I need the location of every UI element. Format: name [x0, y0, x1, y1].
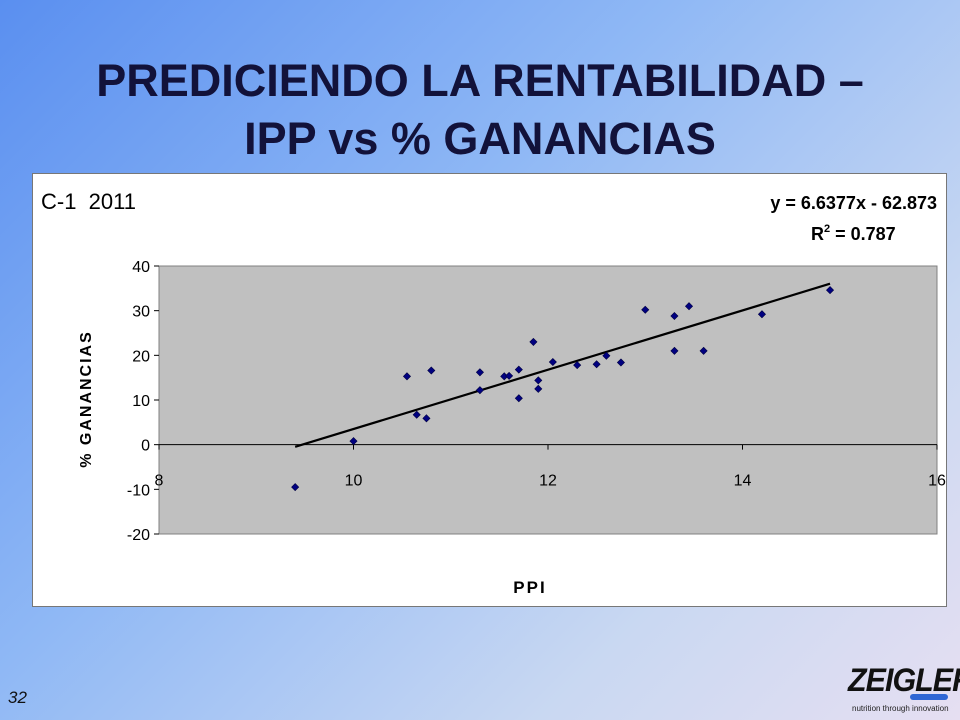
- zeigler-logo: ZEIGLER. nutrition through innovation: [848, 662, 960, 717]
- data-point: [616, 358, 625, 367]
- slide-title-line-2: IPP vs % GANANCIAS: [244, 113, 716, 164]
- data-point: [684, 302, 694, 311]
- data-point: [412, 410, 421, 419]
- data-point: [475, 386, 484, 395]
- data-point: [349, 437, 358, 446]
- trendline: [294, 282, 831, 448]
- data-point: [592, 360, 601, 369]
- chart-panel: C-1 2011 y = 6.6377x - 62.873 R2 = 0.787…: [32, 173, 947, 607]
- data-point: [514, 365, 523, 374]
- x-tick-label: 16: [928, 473, 946, 490]
- y-tick-label: -20: [127, 527, 150, 544]
- slide-title-line-1: PREDICIENDO LA RENTABILIDAD –: [96, 55, 864, 106]
- y-tick-label: 30: [132, 304, 150, 321]
- chart-title: C-1 2011: [41, 189, 136, 214]
- data-point: [475, 368, 484, 377]
- data-point: [699, 346, 708, 355]
- r-squared-exponent: 2: [824, 223, 830, 235]
- data-point: [757, 310, 766, 319]
- y-tick-label: -10: [127, 482, 150, 499]
- data-point: [573, 361, 582, 370]
- y-tick-label: 0: [141, 438, 150, 455]
- slide-title: PREDICIENDO LA RENTABILIDAD – IPP vs % G…: [0, 52, 960, 168]
- data-point: [422, 414, 431, 423]
- x-tick-label: 10: [345, 473, 363, 490]
- y-tick-label: 40: [132, 259, 150, 276]
- page-number: 32: [8, 688, 27, 707]
- regression-equation: y = 6.6377x - 62.873: [770, 193, 937, 213]
- data-point: [291, 483, 300, 492]
- data-point: [670, 312, 679, 321]
- data-point: [670, 346, 679, 355]
- x-tick-label: 14: [734, 473, 752, 490]
- x-tick-label: 8: [155, 473, 164, 490]
- logo-wordmark: ZEIGLER.: [848, 662, 960, 698]
- r-squared-label: R2 = 0.787: [811, 223, 896, 244]
- x-tick-label: 12: [539, 473, 557, 490]
- y-tick-label: 10: [132, 393, 150, 410]
- data-point: [641, 305, 650, 314]
- data-point: [505, 371, 514, 380]
- r-squared-value: = 0.787: [830, 224, 896, 244]
- y-tick-label: 20: [132, 348, 150, 365]
- r-squared-symbol: R: [811, 224, 824, 244]
- data-point: [402, 372, 412, 381]
- data-point: [427, 366, 436, 375]
- plot-area: 40 30 20 10 0 -10 -20 8 10 12 14 16: [127, 259, 946, 544]
- data-point: [602, 351, 611, 360]
- data-point: [529, 337, 538, 346]
- scatter-chart: C-1 2011 y = 6.6377x - 62.873 R2 = 0.787…: [41, 189, 946, 597]
- x-axis-label: PPI: [513, 578, 546, 597]
- y-axis-label: % GANANCIAS: [78, 330, 95, 468]
- data-point: [514, 394, 523, 403]
- data-point: [534, 376, 543, 385]
- logo-swoosh: [910, 694, 948, 700]
- data-point: [548, 358, 557, 367]
- data-point: [826, 286, 835, 295]
- data-point: [534, 384, 543, 393]
- logo-tagline: nutrition through innovation: [852, 704, 949, 713]
- plot-background: [158, 265, 938, 535]
